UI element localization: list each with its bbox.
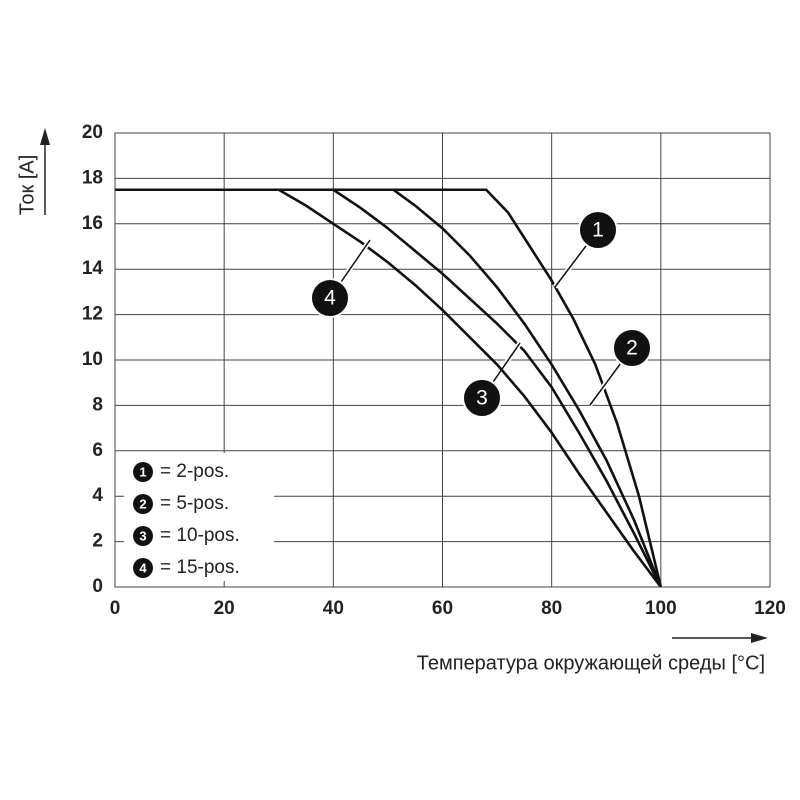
y-tick-label: 12 (82, 304, 103, 325)
y-arrowhead (40, 128, 50, 145)
x-tick-label: 20 (214, 598, 235, 619)
x-tick-label: 100 (645, 598, 677, 619)
y-axis-title: Ток [A] (16, 155, 38, 216)
legend-marker (133, 558, 153, 578)
x-tick-label: 120 (754, 598, 786, 619)
legend-marker (133, 462, 153, 482)
x-tick-label: 40 (323, 598, 344, 619)
legend-label: = 5-pos. (160, 493, 229, 514)
callout-circle (462, 378, 502, 418)
y-tick-label: 16 (82, 213, 103, 234)
y-tick-label: 2 (92, 531, 103, 552)
x-tick-label: 60 (432, 598, 453, 619)
y-tick-label: 4 (92, 485, 103, 506)
x-axis-title: Температура окружающей среды [°C] (417, 652, 765, 674)
callout-circle (310, 278, 350, 318)
x-arrowhead (751, 633, 768, 643)
y-tick-label: 6 (92, 440, 103, 461)
legend-marker (133, 494, 153, 514)
x-tick-label: 80 (541, 598, 562, 619)
line-series (115, 188, 663, 588)
line-series (115, 188, 663, 588)
line-series (115, 188, 662, 588)
callout-circle (612, 328, 652, 368)
legend-marker-label: 3 (139, 528, 146, 543)
legend-marker-label: 2 (139, 496, 146, 511)
y-tick-label: 18 (82, 167, 103, 188)
x-tick-label: 0 (110, 598, 121, 619)
legend-marker-label: 1 (139, 464, 146, 479)
y-tick-label: 0 (92, 576, 103, 597)
callout-circle (578, 210, 618, 250)
y-tick-label: 20 (82, 122, 103, 143)
legend-marker (133, 526, 153, 546)
legend-marker-label: 4 (139, 560, 147, 575)
y-tick-label: 8 (92, 394, 103, 415)
callout-label: 2 (626, 337, 638, 360)
callout-label: 4 (324, 287, 336, 310)
callout-label: 3 (476, 387, 488, 410)
y-tick-label: 14 (82, 258, 104, 279)
legend-label: = 2-pos. (160, 461, 229, 482)
callout-label: 1 (592, 219, 604, 242)
plot-frame (114, 132, 771, 588)
line-series (115, 188, 662, 588)
legend-label: = 15-pos. (160, 557, 240, 578)
legend-label: = 10-pos. (160, 525, 240, 546)
y-tick-label: 10 (82, 349, 103, 370)
